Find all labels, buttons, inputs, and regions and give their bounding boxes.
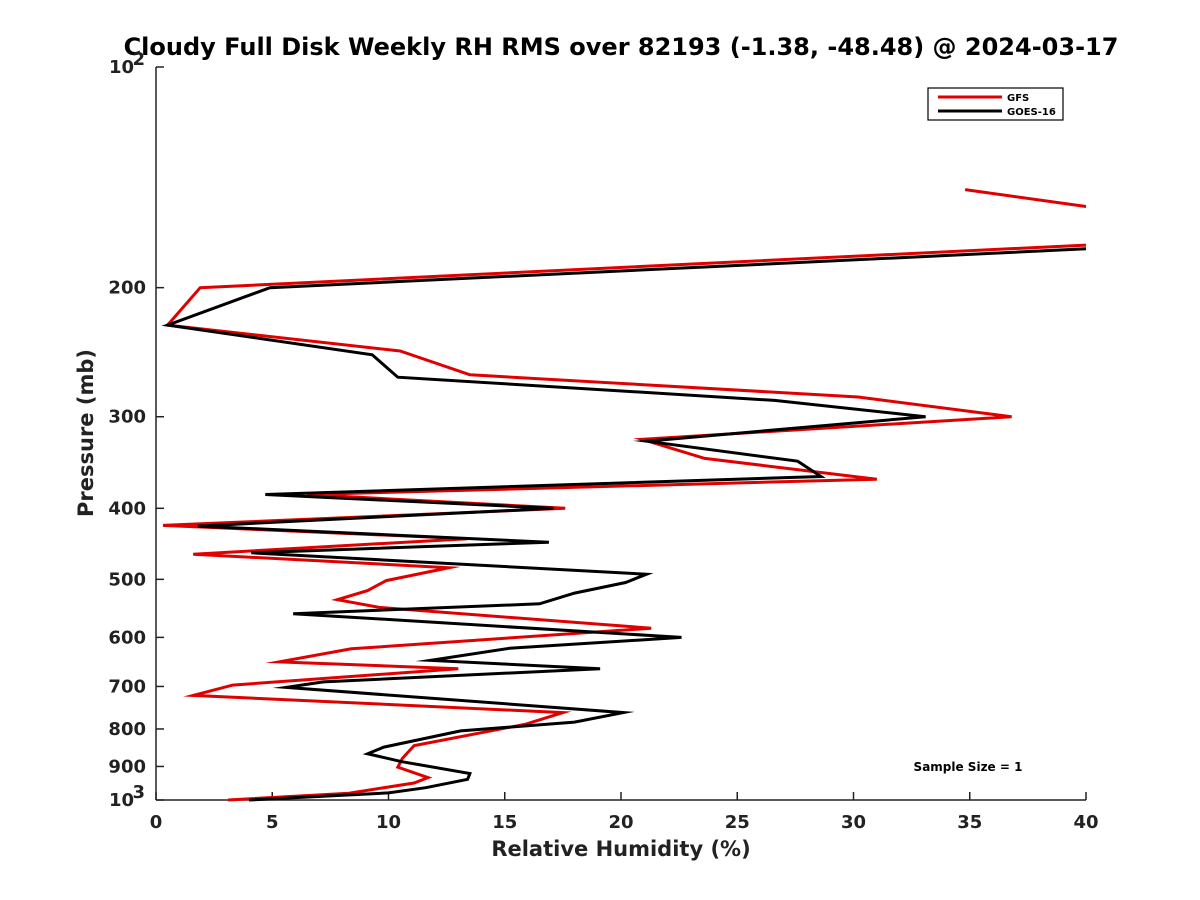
y-tick-label: 300 xyxy=(108,407,146,428)
sample-size-annotation: Sample Size = 1 xyxy=(914,760,1023,774)
legend-label: GFS xyxy=(1007,93,1029,104)
x-tick-label: 25 xyxy=(725,812,750,833)
y-tick-label: 10 xyxy=(109,790,134,811)
x-tick-label: 5 xyxy=(266,812,279,833)
y-tick-exponent: 2 xyxy=(132,49,145,70)
series-line-gfs xyxy=(162,188,1087,802)
x-tick-label: 40 xyxy=(1073,812,1098,833)
x-tick-label: 10 xyxy=(376,812,401,833)
x-tick-label: 20 xyxy=(608,812,633,833)
plot-area: 0 5 10 15 20 25 30 35 40 10220030040050060070080… xyxy=(108,49,1098,833)
y-tick-label: 900 xyxy=(108,756,146,777)
y-tick-label: 600 xyxy=(108,627,146,648)
legend-box xyxy=(927,87,1064,121)
x-tick-label: 15 xyxy=(492,812,517,833)
chart-title: Cloudy Full Disk Weekly RH RMS over 8219… xyxy=(124,33,1119,61)
x-tick-label: 30 xyxy=(841,812,866,833)
legend: GFS GOES-16 xyxy=(927,87,1064,121)
x-tick-label: 35 xyxy=(957,812,982,833)
series-line-goes-16 xyxy=(161,247,1087,802)
x-tick-label: 0 xyxy=(150,812,163,833)
y-axis-label: Pressure (mb) xyxy=(74,349,98,517)
y-tick-label: 10 xyxy=(109,57,134,78)
y-tick-label: 400 xyxy=(108,498,146,519)
y-tick-exponent: 3 xyxy=(132,782,145,803)
series-layer xyxy=(161,188,1087,802)
y-tick-label: 700 xyxy=(108,676,146,697)
y-tick-label: 200 xyxy=(108,278,146,299)
legend-label: GOES-16 xyxy=(1007,107,1056,118)
x-axis-label: Relative Humidity (%) xyxy=(491,837,750,861)
x-ticks: 0 5 10 15 20 25 30 35 40 xyxy=(150,792,1099,833)
y-tick-label: 800 xyxy=(108,719,146,740)
y-tick-label: 500 xyxy=(108,569,146,590)
